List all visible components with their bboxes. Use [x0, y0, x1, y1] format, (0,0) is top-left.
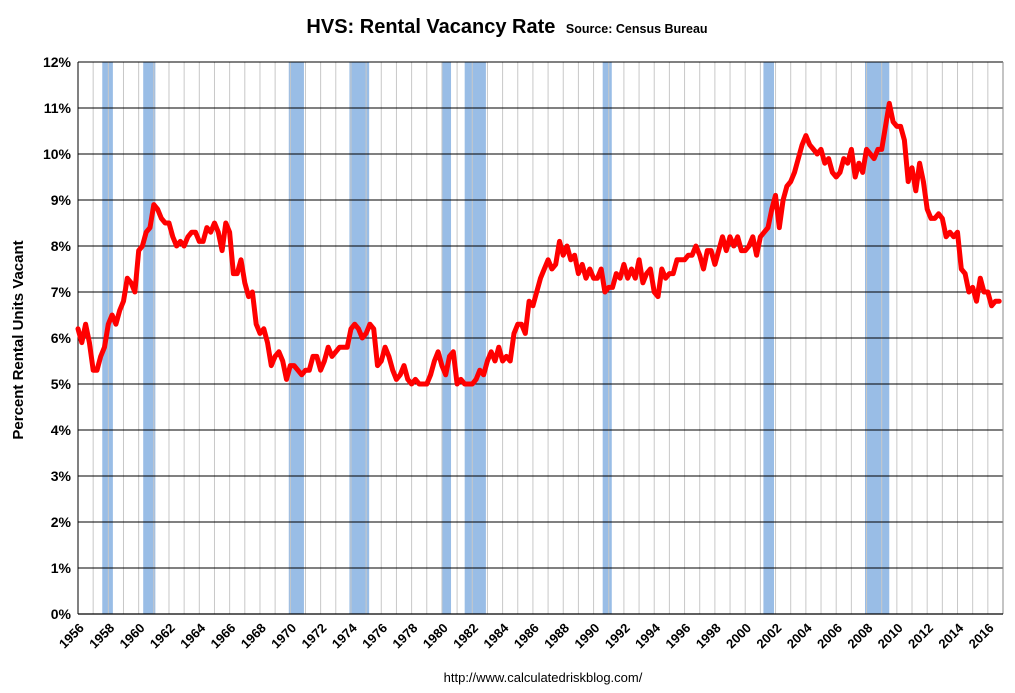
x-tick-label: 2000: [723, 620, 754, 651]
chart-subtitle: Source: Census Bureau: [566, 22, 708, 36]
y-tick-labels: 0% 1% 2% 3% 4% 5% 6% 7% 8% 9% 10% 11% 12%: [43, 54, 72, 622]
x-tick-label: 2016: [966, 620, 997, 651]
x-tick-label: 1972: [298, 620, 329, 651]
x-tick-label: 1998: [693, 620, 724, 651]
x-tick-label: 1984: [480, 620, 512, 652]
y-tick-label: 0%: [51, 606, 72, 622]
x-tick-label: 1982: [450, 620, 481, 651]
chart-title: HVS: Rental Vacancy Rate: [306, 16, 555, 38]
y-tick-label: 2%: [51, 514, 72, 530]
x-tick-label: 1960: [117, 620, 148, 651]
x-tick-label: 1986: [511, 620, 542, 651]
x-tick-labels: 1956 1958 1960 1962 1964 1966 1968 1970 1972 1974…: [56, 620, 997, 652]
y-tick-label: 9%: [51, 192, 72, 208]
y-tick-label: 5%: [51, 376, 72, 392]
x-tick-label: 1992: [602, 620, 633, 651]
x-tick-label: 1976: [359, 620, 390, 651]
series-line-group: [75, 100, 1002, 387]
x-tick-label: 2010: [875, 620, 906, 651]
chart-title-group: HVS: Rental Vacancy Rate Source: Census …: [306, 16, 707, 38]
y-tick-label: 4%: [51, 422, 72, 438]
x-tick-label: 2002: [753, 620, 784, 651]
x-tick-label: 1958: [86, 620, 117, 651]
x-tick-label: 1966: [207, 620, 238, 651]
x-tick-label: 1978: [389, 620, 420, 651]
y-tick-label: 7%: [51, 284, 72, 300]
y-tick-label: 6%: [51, 330, 72, 346]
x-tick-label: 2004: [784, 620, 816, 652]
x-tick-label: 1996: [662, 620, 693, 651]
x-tick-label: 1988: [541, 620, 572, 651]
x-tick-label: 1974: [329, 620, 361, 652]
y-tick-label: 10%: [43, 146, 72, 162]
y-axis-label: Percent Rental Units Vacant: [10, 240, 27, 439]
source-url: http://www.calculatedriskblog.com/: [444, 670, 643, 685]
x-tick-label: 1968: [238, 620, 269, 651]
y-tick-label: 11%: [44, 100, 72, 116]
series-line: [75, 100, 1002, 387]
x-tick-label: 1962: [147, 620, 178, 651]
x-tick-label: 1990: [571, 620, 602, 651]
x-tick-label: 1956: [56, 620, 87, 651]
y-tick-label: 3%: [51, 468, 72, 484]
x-tick-label: 2014: [935, 620, 967, 652]
gridlines: [77, 61, 1004, 615]
x-tick-label: 1994: [632, 620, 664, 652]
x-tick-label: 1964: [177, 620, 209, 652]
x-tick-label: 2012: [905, 620, 936, 651]
y-tick-label: 8%: [51, 238, 72, 254]
x-tick-label: 1980: [420, 620, 451, 651]
y-tick-label: 12%: [43, 54, 72, 70]
x-tick-label: 2008: [844, 620, 875, 651]
x-tick-label: 1970: [268, 620, 299, 651]
y-tick-label: 1%: [51, 560, 72, 576]
x-tick-label: 2006: [814, 620, 845, 651]
